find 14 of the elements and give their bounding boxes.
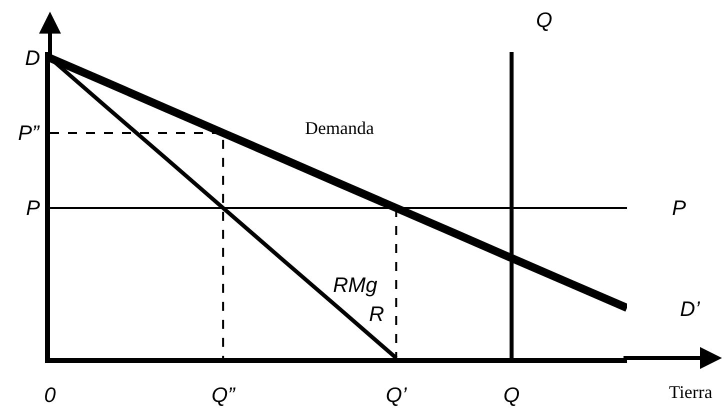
x-axis-title: Tierra bbox=[669, 382, 712, 402]
ref-line-label: Q bbox=[536, 9, 552, 32]
ref-line-label: P bbox=[672, 197, 686, 220]
x-tick-label: Q bbox=[503, 384, 520, 408]
x-tick-label: Q” bbox=[211, 384, 236, 408]
x-tick-label: 0 bbox=[44, 384, 56, 408]
annotation: P” bbox=[18, 122, 40, 145]
annotation: R bbox=[369, 303, 384, 326]
series-label: RMg bbox=[333, 274, 378, 297]
annotation: D bbox=[25, 47, 40, 70]
text: D’ bbox=[680, 298, 700, 321]
x-tick-label: Q’ bbox=[386, 384, 408, 408]
series-label: Demanda bbox=[305, 118, 374, 138]
annotation: P bbox=[26, 197, 40, 220]
